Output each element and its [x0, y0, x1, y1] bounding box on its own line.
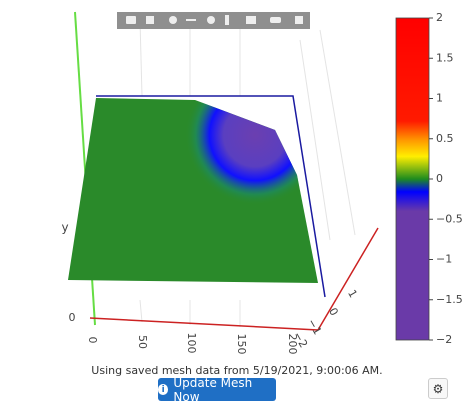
colorbar-tick-label: 2: [436, 11, 443, 24]
status-text: Using saved mesh data from 5/19/2021, 9:…: [91, 364, 383, 377]
surface-low: [68, 98, 318, 283]
y-tick-label: 0: [69, 311, 76, 324]
colorbar-tick-label: −2: [436, 333, 452, 346]
y-axis-title: y: [61, 221, 68, 235]
z-tick-label: 0: [326, 305, 341, 318]
colorbar-tick-label: 1: [436, 92, 443, 105]
zoom-button[interactable]: [146, 16, 154, 24]
x-axis-line: [89, 317, 319, 331]
button-label: Update Mesh Now: [173, 375, 253, 404]
info-icon: i: [158, 384, 169, 395]
x-tick-label: 200: [286, 334, 299, 355]
colorbar-tick-label: 0.5: [436, 132, 454, 145]
toolbar: [117, 12, 310, 29]
x-axis-line: [317, 227, 379, 331]
camera-button[interactable]: [126, 16, 136, 24]
reset-button[interactable]: [246, 16, 256, 24]
x-tick-label: 100: [185, 333, 198, 354]
plot: y 0 0 50 100 150 200 1 0 −1 −2 2 1.5 1 0.5 0…: [61, 11, 463, 355]
update-button[interactable]: i Update Mesh Now: [158, 375, 276, 404]
colorbar-tick-label: −1.5: [436, 293, 463, 306]
colorbar-tick-label: −1: [436, 253, 452, 266]
z-axis-line: [96, 95, 326, 298]
colorbar-tick-label: 0: [436, 172, 443, 185]
z-tick-label: 1: [345, 287, 360, 300]
turntable-button[interactable]: [225, 15, 229, 25]
hover-button[interactable]: [270, 17, 281, 23]
scene-grid: [139, 19, 356, 327]
settings-button[interactable]: ⚙: [428, 378, 448, 399]
x-tick-label: 150: [235, 334, 248, 355]
zoom-in-button[interactable]: [169, 16, 177, 24]
x-tick-label: 0: [86, 337, 99, 344]
z-tick-label: −1: [305, 316, 324, 337]
colorbar-tick-label: 1.5: [436, 51, 454, 64]
colorbar: [395, 17, 430, 341]
spike-button[interactable]: [295, 16, 303, 24]
x-tick-label: 50: [136, 335, 149, 349]
orbit-button[interactable]: [207, 16, 215, 24]
pan-button[interactable]: [186, 19, 196, 21]
colorbar-tick-label: −0.5: [436, 212, 463, 225]
